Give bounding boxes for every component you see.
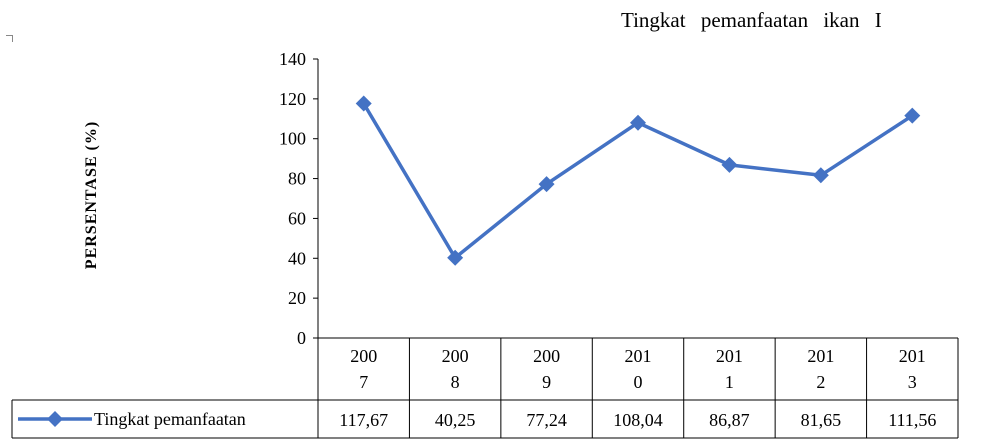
- y-tick-label: 120: [279, 89, 306, 109]
- x-tick-label: 201: [625, 346, 652, 366]
- y-tick-label: 0: [297, 328, 306, 348]
- data-value-label: 111,56: [888, 410, 936, 430]
- y-tick-label: 140: [279, 49, 306, 69]
- page-text-top: Tingkat pemanfaatan ikan I: [621, 8, 882, 32]
- data-point-marker: [630, 114, 646, 131]
- y-tick-label: 20: [288, 288, 306, 308]
- data-point-marker: [721, 156, 738, 173]
- data-point-marker: [904, 107, 921, 124]
- x-tick-label: 200: [533, 346, 560, 366]
- y-tick-label: 60: [288, 208, 306, 228]
- data-value-label: 108,04: [613, 410, 663, 430]
- data-value-label: 40,25: [435, 410, 476, 430]
- data-point-marker: [355, 95, 372, 112]
- data-value-label: 77,24: [526, 410, 567, 430]
- x-tick-label: 201: [899, 346, 926, 366]
- x-tick-label-line2: 3: [908, 372, 917, 392]
- x-tick-label-line2: 2: [816, 372, 825, 392]
- y-tick-label: 80: [288, 169, 306, 189]
- x-tick-label-line2: 0: [634, 372, 643, 392]
- data-point-marker: [447, 249, 464, 266]
- x-tick-label-line2: 8: [451, 372, 460, 392]
- x-tick-label-line2: 1: [725, 372, 734, 392]
- data-value-label: 117,67: [339, 410, 388, 430]
- corner-mark: [6, 35, 13, 42]
- data-point-marker: [812, 167, 829, 184]
- legend-label: Tingkat pemanfaatan: [94, 409, 246, 429]
- x-tick-label-line2: 9: [542, 372, 551, 392]
- x-tick-label: 200: [442, 346, 469, 366]
- x-tick-label: 200: [350, 346, 377, 366]
- y-tick-label: 40: [288, 248, 306, 268]
- data-value-label: 81,65: [801, 410, 842, 430]
- x-tick-label-line2: 7: [359, 372, 368, 392]
- data-value-label: 86,87: [709, 410, 750, 430]
- y-tick-label: 100: [279, 129, 306, 149]
- data-point-marker: [538, 176, 555, 193]
- x-tick-label: 201: [807, 346, 834, 366]
- legend-marker: [47, 411, 63, 427]
- x-tick-label: 201: [716, 346, 743, 366]
